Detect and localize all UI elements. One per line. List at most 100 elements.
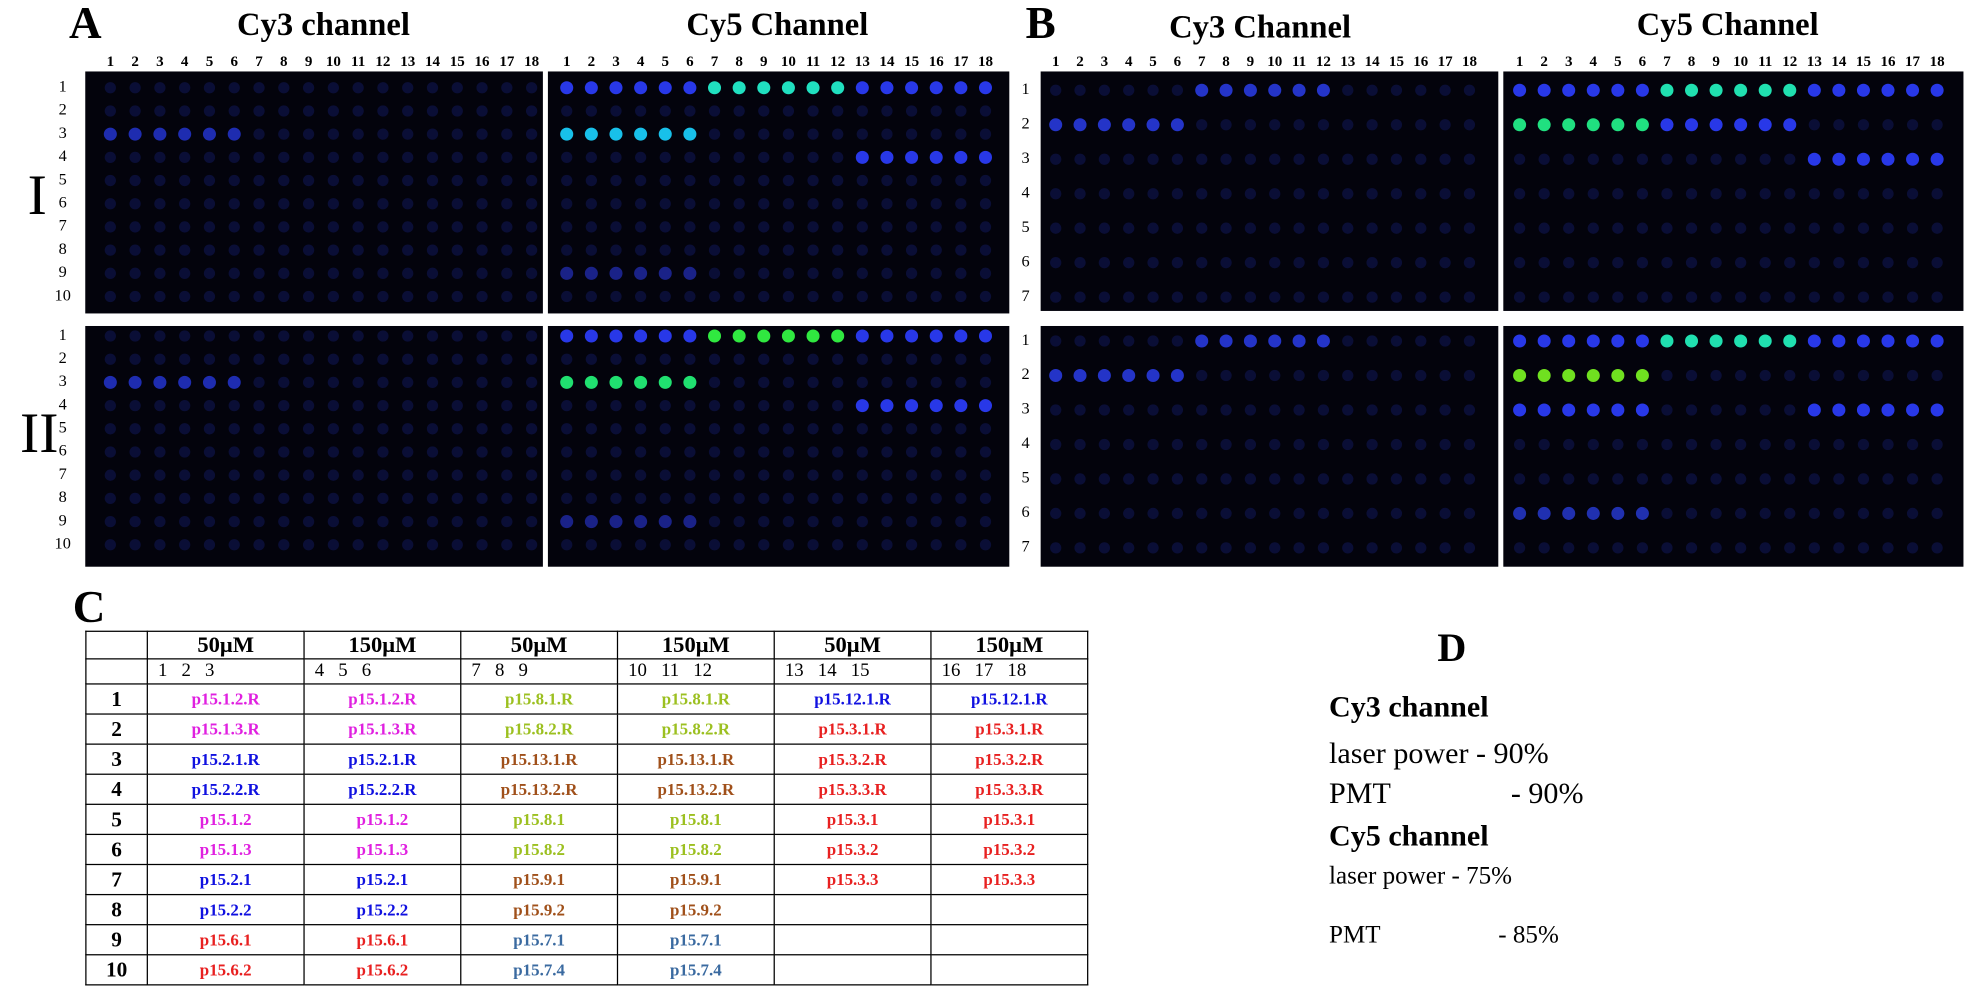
spot	[782, 198, 795, 210]
spot	[1660, 334, 1674, 348]
spot	[733, 151, 745, 163]
spot	[1415, 404, 1427, 416]
channel-title: Cy5 Channel	[1637, 7, 1819, 43]
spot	[1244, 473, 1257, 485]
spot	[634, 127, 648, 141]
spot	[1269, 222, 1281, 234]
spot	[1807, 152, 1821, 166]
spot	[1342, 542, 1354, 554]
spot	[525, 469, 538, 481]
spot	[1366, 84, 1378, 96]
spot	[1857, 188, 1870, 200]
spot	[1342, 222, 1354, 234]
spot	[979, 174, 992, 187]
spot	[658, 329, 672, 343]
spot	[129, 469, 141, 481]
spot	[1171, 222, 1184, 234]
spot	[1635, 83, 1649, 97]
spot	[1098, 542, 1111, 554]
spot	[1220, 438, 1232, 451]
column-number: 18	[524, 54, 540, 70]
spot	[1439, 257, 1451, 269]
spot	[278, 128, 290, 140]
column-number: 6	[1174, 54, 1182, 70]
spot	[203, 515, 216, 528]
column-number: 1	[1052, 54, 1060, 70]
spot	[1513, 118, 1527, 132]
row-number: 4	[1022, 182, 1030, 201]
spot	[1147, 404, 1159, 416]
column-number: 10	[781, 54, 796, 70]
row-number: 6	[1022, 251, 1030, 270]
spot	[585, 151, 597, 163]
spot	[202, 375, 216, 389]
spot	[104, 198, 116, 210]
row-label: 3	[85, 743, 148, 775]
spot	[1390, 257, 1403, 269]
table-row: 10 p15.6.2 p15.6.2 p15.7.4 p15.7.4	[85, 954, 1089, 986]
spot	[352, 290, 364, 303]
spot	[426, 353, 439, 365]
spot	[1660, 118, 1674, 132]
spot	[1513, 83, 1527, 97]
spot	[1098, 257, 1111, 269]
spot	[1390, 222, 1403, 234]
spot	[278, 492, 290, 505]
spot	[905, 128, 918, 140]
spot	[979, 221, 992, 233]
spot	[1833, 473, 1845, 485]
column-number: 14	[1365, 54, 1381, 70]
spot	[659, 353, 671, 365]
spot	[881, 492, 893, 505]
spot	[610, 399, 622, 412]
column-number: 11	[1292, 54, 1306, 70]
row-number: 1	[59, 325, 67, 344]
spot	[1171, 438, 1184, 451]
spot	[377, 492, 389, 505]
spot	[451, 423, 463, 435]
spot	[1538, 438, 1550, 451]
spot	[609, 81, 623, 95]
column-number: 14	[425, 54, 441, 70]
spot	[1342, 404, 1354, 416]
spot	[1196, 542, 1208, 554]
row-label: 6	[85, 833, 148, 866]
spot	[1366, 507, 1378, 520]
spot	[228, 492, 240, 505]
spot	[278, 221, 290, 233]
spot	[1244, 153, 1257, 165]
spot	[659, 198, 671, 210]
spot	[905, 105, 918, 117]
spot	[683, 81, 697, 95]
spot	[930, 423, 942, 435]
spot	[426, 399, 439, 412]
spot	[684, 105, 696, 117]
spot	[930, 492, 942, 505]
probe-cell: p15.2.1.R	[303, 743, 462, 775]
spot	[302, 376, 315, 389]
spot	[1832, 152, 1846, 166]
spot	[1562, 118, 1576, 132]
spot	[1293, 119, 1305, 131]
spot	[584, 329, 598, 343]
spot	[1390, 119, 1403, 131]
spot	[203, 353, 216, 365]
spot	[1146, 368, 1160, 383]
spot	[807, 290, 819, 303]
spot	[1074, 291, 1086, 303]
spot	[476, 423, 488, 435]
spot	[1390, 84, 1403, 96]
spot	[1685, 404, 1698, 416]
spot	[733, 492, 745, 505]
spot	[1196, 507, 1208, 520]
spot	[1463, 473, 1476, 485]
spot	[476, 330, 488, 342]
spot	[525, 82, 538, 94]
spot	[1612, 438, 1624, 451]
spot	[402, 198, 414, 210]
spot	[856, 446, 868, 458]
spot	[930, 105, 942, 117]
spot	[104, 221, 116, 233]
spot	[352, 330, 364, 342]
